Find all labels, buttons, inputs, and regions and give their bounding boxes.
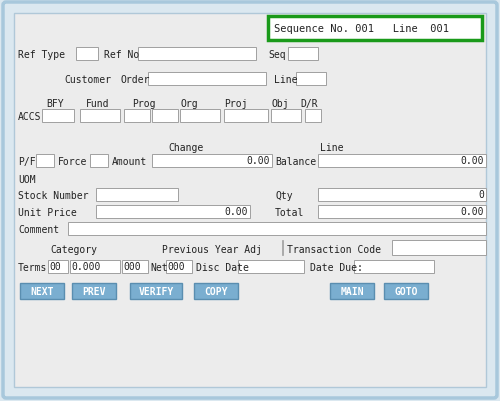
Bar: [138, 48, 256, 61]
Text: Proj: Proj: [224, 99, 248, 109]
Text: Unit Price: Unit Price: [18, 207, 77, 217]
Bar: [166, 260, 192, 273]
Text: Previous Year Adj: Previous Year Adj: [162, 244, 262, 254]
Bar: [318, 155, 486, 168]
Bar: [268, 17, 482, 41]
Text: Comment: Comment: [18, 225, 59, 235]
Bar: [152, 155, 272, 168]
Bar: [318, 205, 486, 219]
Text: 0.00: 0.00: [460, 207, 484, 217]
Bar: [152, 110, 178, 123]
Text: Line: Line: [274, 75, 297, 85]
Text: Balance: Balance: [275, 157, 316, 166]
Text: 0: 0: [478, 190, 484, 200]
Text: D/R: D/R: [300, 99, 318, 109]
Text: 000: 000: [123, 261, 140, 271]
Text: Prog: Prog: [132, 99, 156, 109]
Text: 000: 000: [167, 261, 184, 271]
Bar: [194, 283, 238, 299]
Text: NEXT: NEXT: [30, 286, 54, 296]
Bar: [318, 188, 486, 201]
Text: Force: Force: [58, 157, 88, 166]
Bar: [296, 73, 326, 86]
Text: Category: Category: [50, 244, 97, 254]
Text: Net: Net: [150, 262, 168, 272]
Bar: [42, 110, 74, 123]
Bar: [238, 260, 304, 273]
Bar: [20, 283, 64, 299]
Text: Fund: Fund: [86, 99, 110, 109]
Bar: [288, 48, 318, 61]
Text: Obj: Obj: [272, 99, 289, 109]
Bar: [90, 155, 108, 168]
FancyBboxPatch shape: [3, 3, 497, 398]
Text: MAIN: MAIN: [340, 286, 364, 296]
Text: Transaction Code: Transaction Code: [287, 244, 381, 254]
Bar: [80, 110, 120, 123]
Text: GOTO: GOTO: [394, 286, 418, 296]
Text: PREV: PREV: [82, 286, 106, 296]
Text: Stock Number: Stock Number: [18, 190, 88, 200]
Bar: [305, 110, 321, 123]
Text: Ref Type: Ref Type: [18, 50, 65, 60]
Bar: [70, 260, 120, 273]
Text: ACCS: ACCS: [18, 112, 42, 122]
Bar: [180, 110, 220, 123]
Text: Change: Change: [168, 143, 203, 153]
Text: Disc Date: Disc Date: [196, 262, 249, 272]
Bar: [36, 155, 54, 168]
Bar: [68, 223, 486, 235]
Text: P/F: P/F: [18, 157, 36, 166]
Bar: [96, 188, 178, 201]
Bar: [224, 110, 268, 123]
Bar: [72, 283, 116, 299]
Bar: [384, 283, 428, 299]
Text: BFY: BFY: [46, 99, 64, 109]
Bar: [122, 260, 148, 273]
Text: UOM: UOM: [18, 174, 36, 184]
Text: Terms: Terms: [18, 262, 48, 272]
Text: Customer: Customer: [64, 75, 111, 85]
Text: Total: Total: [275, 207, 304, 217]
Bar: [148, 73, 266, 86]
Text: 0.00: 0.00: [224, 207, 248, 217]
Text: COPY: COPY: [204, 286, 228, 296]
Text: Amount: Amount: [112, 157, 148, 166]
Bar: [76, 48, 98, 61]
Text: Org: Org: [180, 99, 198, 109]
Bar: [354, 260, 434, 273]
Text: 0.000: 0.000: [71, 261, 101, 271]
Bar: [124, 110, 150, 123]
Text: VERIFY: VERIFY: [138, 286, 173, 296]
Bar: [282, 241, 283, 255]
Text: Line: Line: [320, 143, 344, 153]
Text: Seq: Seq: [268, 50, 285, 60]
Text: 0.00: 0.00: [460, 156, 484, 166]
Bar: [392, 241, 486, 255]
Bar: [130, 283, 182, 299]
Text: 00: 00: [49, 261, 61, 271]
Text: 0.00: 0.00: [246, 156, 270, 166]
Bar: [330, 283, 374, 299]
Bar: [271, 110, 301, 123]
Text: Order: Order: [120, 75, 150, 85]
Text: Date Due:: Date Due:: [310, 262, 363, 272]
Text: Sequence No. 001   Line  001: Sequence No. 001 Line 001: [274, 24, 449, 34]
Text: Qty: Qty: [275, 190, 292, 200]
Bar: [96, 205, 250, 219]
Bar: [48, 260, 68, 273]
Text: Ref No: Ref No: [104, 50, 140, 60]
